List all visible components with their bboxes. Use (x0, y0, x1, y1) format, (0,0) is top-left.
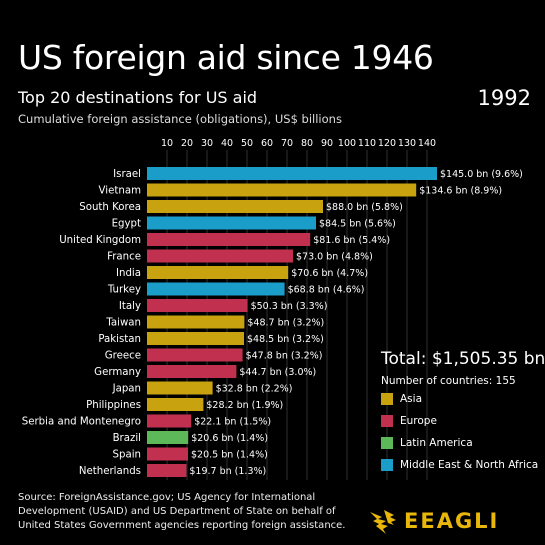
bar (147, 183, 417, 197)
tick-label: 130 (398, 138, 416, 149)
tick-label: 120 (378, 138, 396, 149)
bar (147, 381, 213, 395)
chart-subtitle: Top 20 destinations for US aid (18, 88, 258, 107)
value-label: $19.7 bn (1.3%) (189, 466, 266, 477)
category-label: India (116, 268, 141, 279)
tick-label: 40 (221, 138, 233, 149)
tick-label: 140 (418, 138, 436, 149)
legend-item-europe: Europe (381, 414, 437, 428)
legend-swatch (381, 393, 393, 405)
logo: EEAGLI (368, 506, 499, 536)
category-label: Vietnam (99, 186, 142, 197)
value-label: $88.0 bn (5.8%) (326, 202, 403, 213)
legend-swatch (381, 459, 393, 471)
tick-label: 110 (358, 138, 376, 149)
legend-label: Middle East & North Africa (400, 459, 539, 471)
bar (147, 365, 237, 378)
legend-item-latin-america: Latin America (381, 436, 473, 450)
value-label: $68.8 bn (4.6%) (288, 285, 365, 296)
bar (147, 266, 289, 279)
legend-swatch (381, 437, 393, 449)
value-label: $44.7 bn (3.0%) (239, 367, 316, 378)
tick-label: 70 (281, 138, 293, 149)
legend-label: Asia (400, 393, 423, 405)
category-label: South Korea (79, 202, 141, 213)
metric-description: Cumulative foreign assistance (obligatio… (18, 112, 342, 126)
bar (147, 348, 243, 362)
tick-label: 90 (321, 138, 333, 149)
category-label: Egypt (112, 219, 141, 230)
category-label: Italy (119, 301, 141, 312)
value-label: $20.5 bn (1.4%) (191, 450, 268, 461)
value-label: $48.5 bn (3.2%) (247, 334, 324, 345)
legend-item-asia: Asia (381, 392, 422, 406)
tick-label: 50 (241, 138, 253, 149)
bar (147, 447, 188, 461)
category-label: Serbia and Montenegro (22, 417, 141, 428)
legend-label: Latin America (400, 437, 473, 449)
logo-text: EEAGLI (404, 509, 500, 533)
value-label: $48.7 bn (3.2%) (247, 318, 324, 329)
category-label: Japan (112, 384, 141, 395)
tick-label: 20 (181, 138, 193, 149)
bar (147, 233, 311, 246)
category-label: Greece (105, 351, 141, 362)
bar (147, 299, 248, 312)
legend-swatch (381, 415, 393, 427)
category-label: Taiwan (105, 318, 141, 329)
category-label: Brazil (113, 433, 141, 444)
category-label: Germany (94, 367, 141, 378)
value-label: $28.2 bn (1.9%) (206, 400, 283, 411)
tick-label: 30 (201, 138, 213, 149)
x-axis-ticks: 10 20 30 40 50 60 70 80 90 100 110 120 130 140 (161, 138, 436, 149)
tick-label: 10 (161, 138, 173, 149)
bar (147, 315, 245, 329)
category-label: Israel (113, 169, 141, 180)
year-label: 1992 (477, 86, 531, 110)
bar (147, 249, 293, 263)
source-note: Source: ForeignAssistance.gov; US Agency… (18, 492, 346, 531)
value-label: $32.8 bn (2.2%) (216, 384, 293, 395)
bar (147, 216, 316, 230)
value-label: $70.6 bn (4.7%) (291, 268, 368, 279)
bar (147, 398, 204, 411)
bar (147, 332, 244, 345)
category-label: Pakistan (98, 334, 141, 345)
tick-label: 80 (301, 138, 313, 149)
category-label: Spain (113, 450, 141, 461)
bar (147, 414, 192, 428)
value-label: $84.5 bn (5.6%) (319, 219, 396, 230)
bar-chart: 10 20 30 40 50 60 70 80 90 100 110 120 130 140 Israel… (22, 138, 523, 480)
tick-label: 100 (338, 138, 356, 149)
category-label: Turkey (107, 285, 141, 296)
legend-label: Europe (400, 415, 437, 427)
value-label: $145.0 bn (9.6%) (440, 169, 523, 180)
category-label: United Kingdom (59, 235, 141, 246)
legend-item-middle-east: Middle East & North Africa (381, 458, 538, 472)
chart-title: US foreign aid since 1946 (18, 38, 434, 77)
value-label: $50.3 bn (3.3%) (251, 301, 328, 312)
category-label: Philippines (86, 400, 141, 411)
value-label: $47.8 bn (3.2%) (246, 351, 323, 362)
category-label: France (107, 252, 141, 263)
value-label: $22.1 bn (1.5%) (194, 417, 271, 428)
eagle-icon (370, 510, 396, 534)
total-value: Total: $1,505.35 bn (381, 349, 545, 369)
bar (147, 200, 323, 213)
bar (147, 464, 187, 477)
value-label: $81.6 bn (5.4%) (313, 235, 390, 246)
value-label: $134.6 bn (8.9%) (419, 186, 502, 197)
value-label: $73.0 bn (4.8%) (296, 252, 373, 263)
value-label: $20.6 bn (1.4%) (191, 433, 268, 444)
bar (147, 431, 189, 444)
bar (147, 282, 285, 296)
bar (147, 167, 437, 180)
bars: Israel $145.0 bn (9.6%) Vietnam $134.6 bn (… (22, 167, 523, 477)
category-label: Netherlands (79, 466, 141, 477)
grid-lines (166, 150, 428, 480)
tick-label: 60 (261, 138, 273, 149)
country-count: Number of countries: 155 (381, 375, 516, 387)
